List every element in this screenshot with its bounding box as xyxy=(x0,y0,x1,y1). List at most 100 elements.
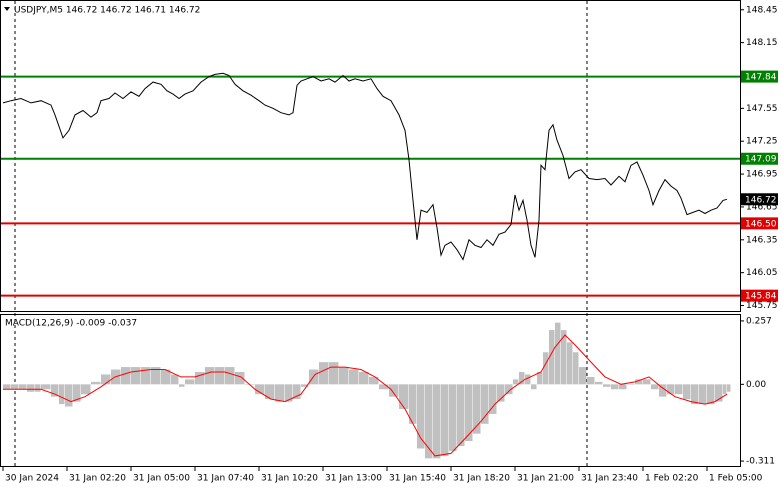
x-tick-label: 31 Jan 21:00 xyxy=(517,474,574,484)
histogram-bar xyxy=(513,379,519,385)
histogram-bar xyxy=(329,362,339,385)
histogram-bar xyxy=(555,322,561,385)
histogram-bar xyxy=(573,352,579,385)
y-tick-label: 0.00 xyxy=(746,380,766,390)
histogram-bar xyxy=(27,384,35,392)
y-tick-label: 145.75 xyxy=(746,301,778,311)
y-tick-label: 147.55 xyxy=(746,104,778,114)
histogram-bar xyxy=(275,384,285,402)
histogram-bar xyxy=(531,384,537,390)
level-label: 146.50 xyxy=(745,219,777,229)
histogram-bar xyxy=(497,384,505,402)
histogram-bar xyxy=(595,381,603,385)
histogram-bar xyxy=(185,379,195,385)
histogram-bar xyxy=(723,384,727,395)
histogram-bar xyxy=(643,379,651,385)
x-tick-label: 31 Jan 13:00 xyxy=(325,474,382,484)
histogram-bar xyxy=(265,384,275,400)
histogram-bar xyxy=(41,384,51,390)
last-price-label: 146.72 xyxy=(745,195,777,205)
histogram-bar xyxy=(131,367,141,385)
histogram-bar xyxy=(205,367,215,385)
histogram-bar xyxy=(481,384,489,424)
histogram-bar xyxy=(151,367,161,385)
histogram-bar xyxy=(369,376,379,385)
y-tick-label: 148.45 xyxy=(746,5,778,15)
histogram-bar xyxy=(285,384,293,402)
histogram-bar xyxy=(567,342,573,385)
histogram-bar xyxy=(225,367,235,385)
y-tick-label: 148.15 xyxy=(746,38,778,48)
histogram-bar xyxy=(627,384,635,385)
level-label: 147.09 xyxy=(745,155,777,165)
histogram-bar xyxy=(519,371,525,385)
histogram-bar xyxy=(699,384,707,405)
histogram-bar xyxy=(715,384,723,402)
macd-title: MACD(12,26,9) -0.009 -0.037 xyxy=(5,319,137,329)
histogram-bar xyxy=(707,384,715,405)
histogram-bar xyxy=(611,384,619,390)
histogram-bar xyxy=(161,369,171,385)
x-tick-label: 31 Jan 18:20 xyxy=(453,474,510,484)
histogram-bar xyxy=(73,384,81,402)
histogram-bar xyxy=(339,367,349,385)
y-tick-label: 146.95 xyxy=(746,170,778,180)
level-label-box xyxy=(741,152,778,165)
histogram-bar xyxy=(489,384,497,414)
last-price-box xyxy=(741,193,778,206)
x-tick-label: 31 Jan 10:20 xyxy=(261,474,318,484)
histogram-bar xyxy=(91,381,101,385)
y-tick-label: 0.257 xyxy=(746,316,772,326)
y-tick-label: 146.05 xyxy=(746,268,778,278)
y-tick-label: 147.25 xyxy=(746,137,778,147)
histogram-bar xyxy=(683,384,691,400)
histogram-bar xyxy=(51,384,59,397)
x-tick-label: 1 Feb 02:20 xyxy=(645,474,699,484)
histogram-bar xyxy=(651,384,659,390)
histogram-bar xyxy=(389,384,399,397)
histogram-bar xyxy=(619,384,627,390)
macd-panel-frame xyxy=(0,314,741,467)
x-tick-label: 31 Jan 07:40 xyxy=(197,474,254,484)
x-tick-label: 31 Jan 02:20 xyxy=(69,474,126,484)
histogram-bar xyxy=(101,374,111,385)
histogram-bar xyxy=(293,384,301,400)
menu-arrow[interactable] xyxy=(4,7,10,11)
histogram-bar xyxy=(659,384,667,397)
histogram-bar xyxy=(35,384,41,392)
histogram-bar xyxy=(505,384,513,395)
histogram-bar xyxy=(587,376,595,385)
level-label-box xyxy=(741,217,778,230)
histogram-bar xyxy=(399,384,409,410)
histogram-bar xyxy=(537,371,543,385)
x-tick-label: 1 Feb 05:00 xyxy=(709,474,763,484)
histogram-bar xyxy=(667,384,675,395)
histogram-bar xyxy=(235,371,245,385)
histogram-bar xyxy=(255,384,265,395)
histogram-bar xyxy=(195,371,205,385)
x-tick-label: 30 Jan 2024 xyxy=(5,474,59,484)
histogram-bar xyxy=(319,362,329,385)
histogram-bar xyxy=(171,374,179,385)
histogram-bar xyxy=(675,384,683,395)
x-tick-label: 31 Jan 23:40 xyxy=(581,474,638,484)
y-tick-label: 146.65 xyxy=(746,202,778,212)
histogram-bar xyxy=(215,367,225,385)
histogram-bar xyxy=(727,384,731,392)
histogram-bar xyxy=(433,384,441,459)
level-label-box xyxy=(741,289,778,302)
level-label: 145.84 xyxy=(745,292,777,302)
histogram-bar xyxy=(561,330,567,385)
histogram-bar xyxy=(473,384,481,434)
histogram-bar xyxy=(349,369,359,385)
histogram-bar xyxy=(549,330,555,385)
histogram-bar xyxy=(441,384,449,456)
histogram-bar xyxy=(409,384,417,424)
histogram-bar xyxy=(301,384,309,387)
y-tick-label: -0.311 xyxy=(746,457,775,467)
histogram-bar xyxy=(11,384,19,390)
histogram-bar xyxy=(3,384,11,390)
main-panel-frame xyxy=(0,0,741,312)
